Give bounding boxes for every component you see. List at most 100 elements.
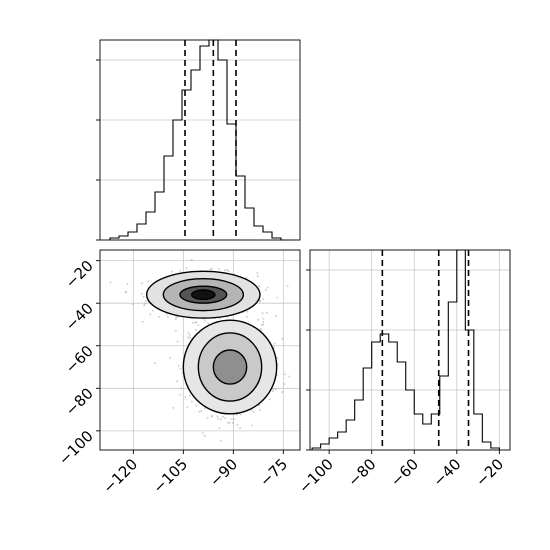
scatter-point [190, 400, 193, 403]
scatter-point [207, 322, 210, 325]
hist-y-histogram-step [311, 249, 500, 450]
scatter-point [210, 414, 213, 417]
scatter-point [284, 373, 286, 376]
scatter-point [195, 404, 198, 407]
scatter-point [259, 327, 262, 330]
scatter-point [261, 324, 263, 326]
hist-y-bin [406, 390, 415, 450]
scatter-point [177, 365, 180, 367]
scatter-point [227, 270, 230, 273]
scatter-point [256, 272, 259, 275]
scatter-point [210, 267, 213, 270]
joint-xtick-label: −75 [256, 455, 291, 490]
scatter-point [175, 316, 177, 319]
scatter-point [231, 421, 234, 424]
joint-ytick-label: −40 [62, 299, 97, 334]
scatter-point [140, 292, 143, 295]
scatter-point [144, 300, 147, 303]
hist-y-bin [355, 400, 364, 450]
scatter-point [185, 267, 188, 270]
scatter-point [245, 315, 248, 318]
scatter-point [219, 418, 222, 421]
scatter-point [171, 270, 173, 273]
scatter-point [288, 375, 291, 378]
scatter-point [187, 336, 189, 339]
scatter-point [239, 413, 242, 416]
scatter-point [176, 380, 179, 383]
hist-x-bin [245, 208, 254, 240]
scatter-point [158, 315, 160, 318]
scatter-point [180, 387, 183, 390]
hist-y-frame [309, 249, 511, 451]
scatter-point [179, 393, 182, 396]
scatter-point [258, 285, 260, 287]
hist-y-bin [346, 420, 355, 450]
scatter-point [273, 346, 276, 349]
hist-y-bin [363, 368, 372, 450]
scatter-point [262, 323, 265, 326]
scatter-point [271, 390, 274, 393]
scatter-point [149, 313, 152, 316]
scatter-point [186, 406, 189, 409]
hist-x-frame [99, 39, 301, 241]
hist-y-bin [482, 442, 491, 450]
scatter-point [218, 268, 221, 271]
hist-y-bin [414, 414, 423, 450]
scatter-point [174, 329, 177, 332]
scatter-point [151, 309, 154, 312]
hist-y-bin [440, 376, 449, 450]
hist-x-bin [227, 124, 236, 240]
hist-y-bin [448, 302, 457, 450]
scatter-point [276, 296, 279, 299]
hist-x-bin [146, 212, 155, 240]
scatter-point [194, 329, 197, 332]
joint-density-panel: −120 −105 −90 −75 −20 −40 −60 −80 −100 [55, 249, 301, 497]
joint-xtick-label: −105 [149, 455, 191, 497]
hist-x-bin [254, 226, 263, 240]
scatter-point [124, 291, 127, 294]
hist-y-bin [338, 432, 347, 450]
scatter-point [141, 320, 144, 323]
hist-y-bin [423, 424, 432, 450]
scatter-point [203, 434, 206, 437]
hist-x-bin [137, 224, 146, 240]
scatter-point [176, 316, 179, 319]
scatter-point [222, 415, 224, 418]
scatter-point [257, 318, 260, 321]
scatter-point [273, 342, 276, 345]
scatter-point [262, 320, 265, 323]
scatter-point [192, 321, 194, 324]
scatter-point [239, 427, 242, 430]
scatter-point [286, 285, 289, 288]
hist-x-bin [236, 176, 245, 240]
scatter-point [194, 321, 197, 324]
scatter-point [283, 383, 286, 386]
contour-level-3 [212, 349, 248, 385]
scatter-point [246, 310, 249, 313]
hist-x-bin [191, 70, 200, 240]
scatter-point [258, 409, 261, 412]
hist-y-bin [321, 444, 330, 450]
scatter-point [147, 280, 150, 283]
scatter-point [181, 371, 184, 374]
contour-group-1 [145, 270, 261, 319]
scatter-point [187, 331, 190, 334]
scatter-point [218, 317, 221, 320]
scatter-point [189, 394, 191, 397]
hist-x-bin [182, 90, 191, 240]
scatter-point [261, 312, 264, 315]
hist-x-bin [164, 156, 173, 240]
hist-y-xtick-label: −80 [344, 455, 379, 490]
scatter-point [223, 269, 226, 272]
scatter-point [251, 424, 254, 427]
scatter-point [216, 415, 219, 418]
scatter-point [262, 317, 265, 320]
scatter-point [206, 416, 209, 419]
scatter-point [226, 268, 229, 271]
scatter-point [262, 297, 265, 300]
scatter-point [259, 300, 262, 303]
contour-group-2 [182, 319, 278, 415]
joint-ytick-label: −100 [55, 427, 97, 469]
hist-y-bin [457, 250, 466, 450]
